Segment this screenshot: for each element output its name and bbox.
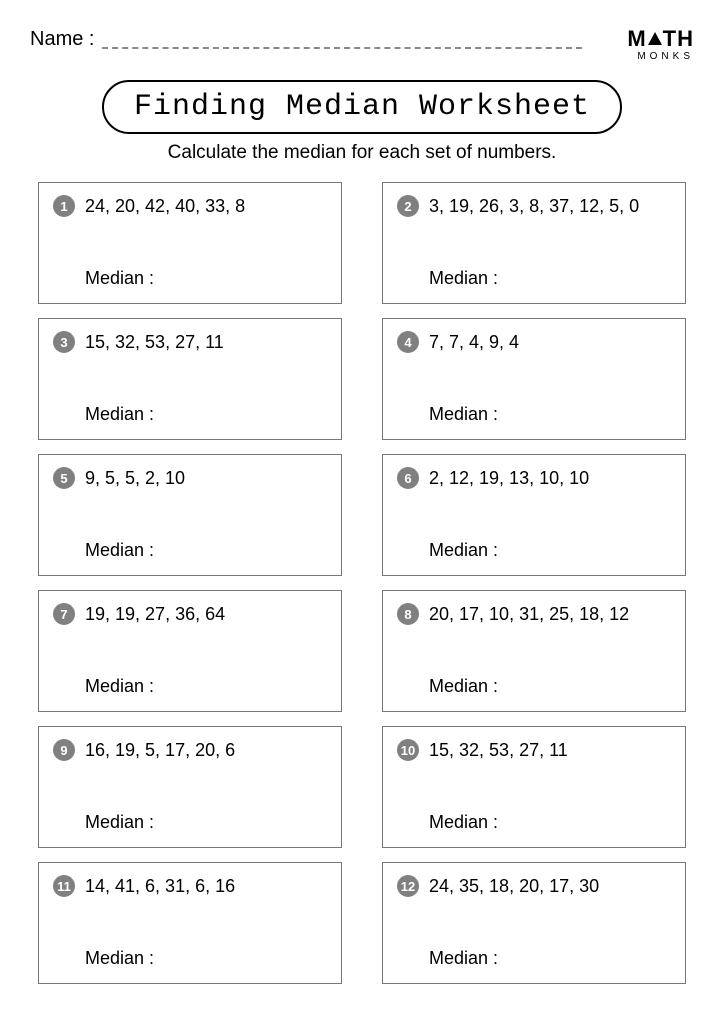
question-box: 3 15, 32, 53, 27, 11 Median : bbox=[38, 318, 342, 440]
logo-subtext: MONKS bbox=[627, 52, 694, 62]
question-row: 9 16, 19, 5, 17, 20, 6 bbox=[53, 739, 327, 761]
median-label: Median : bbox=[85, 404, 154, 425]
question-values: 15, 32, 53, 27, 11 bbox=[85, 332, 224, 353]
question-row: 7 19, 19, 27, 36, 64 bbox=[53, 603, 327, 625]
question-box: 7 19, 19, 27, 36, 64 Median : bbox=[38, 590, 342, 712]
median-label: Median : bbox=[429, 404, 498, 425]
median-label: Median : bbox=[85, 676, 154, 697]
worksheet-title: Finding Median Worksheet bbox=[102, 80, 622, 134]
question-row: 8 20, 17, 10, 31, 25, 18, 12 bbox=[397, 603, 671, 625]
median-label: Median : bbox=[429, 812, 498, 833]
median-label: Median : bbox=[85, 812, 154, 833]
question-number-badge: 10 bbox=[397, 739, 419, 761]
name-field-area: Name : bbox=[30, 28, 582, 51]
question-number-badge: 4 bbox=[397, 331, 419, 353]
question-row: 12 24, 35, 18, 20, 17, 30 bbox=[397, 875, 671, 897]
question-values: 16, 19, 5, 17, 20, 6 bbox=[85, 740, 235, 761]
question-number-badge: 12 bbox=[397, 875, 419, 897]
median-label: Median : bbox=[429, 948, 498, 969]
logo-top: M TH bbox=[627, 28, 694, 50]
question-row: 3 15, 32, 53, 27, 11 bbox=[53, 331, 327, 353]
median-label: Median : bbox=[429, 268, 498, 289]
median-label: Median : bbox=[85, 948, 154, 969]
question-row: 11 14, 41, 6, 31, 6, 16 bbox=[53, 875, 327, 897]
question-row: 6 2, 12, 19, 13, 10, 10 bbox=[397, 467, 671, 489]
question-values: 20, 17, 10, 31, 25, 18, 12 bbox=[429, 604, 629, 625]
question-number-badge: 8 bbox=[397, 603, 419, 625]
question-box: 6 2, 12, 19, 13, 10, 10 Median : bbox=[382, 454, 686, 576]
question-box: 11 14, 41, 6, 31, 6, 16 Median : bbox=[38, 862, 342, 984]
header-row: Name : M TH MONKS bbox=[30, 28, 694, 62]
logo: M TH MONKS bbox=[627, 28, 694, 62]
median-label: Median : bbox=[429, 676, 498, 697]
question-box: 8 20, 17, 10, 31, 25, 18, 12 Median : bbox=[382, 590, 686, 712]
question-number-badge: 9 bbox=[53, 739, 75, 761]
question-values: 24, 20, 42, 40, 33, 8 bbox=[85, 196, 245, 217]
question-box: 9 16, 19, 5, 17, 20, 6 Median : bbox=[38, 726, 342, 848]
question-values: 9, 5, 5, 2, 10 bbox=[85, 468, 185, 489]
question-values: 7, 7, 4, 9, 4 bbox=[429, 332, 519, 353]
title-container: Finding Median Worksheet bbox=[30, 80, 694, 134]
question-row: 10 15, 32, 53, 27, 11 bbox=[397, 739, 671, 761]
question-values: 2, 12, 19, 13, 10, 10 bbox=[429, 468, 589, 489]
questions-grid: 1 24, 20, 42, 40, 33, 8 Median : 2 3, 19, 26… bbox=[30, 182, 694, 984]
question-number-badge: 7 bbox=[53, 603, 75, 625]
logo-letter-m: M bbox=[627, 26, 646, 51]
instruction-text: Calculate the median for each set of num… bbox=[30, 142, 694, 164]
question-row: 4 7, 7, 4, 9, 4 bbox=[397, 331, 671, 353]
question-values: 24, 35, 18, 20, 17, 30 bbox=[429, 876, 599, 897]
question-box: 12 24, 35, 18, 20, 17, 30 Median : bbox=[382, 862, 686, 984]
logo-letters-th: TH bbox=[663, 26, 694, 51]
question-values: 14, 41, 6, 31, 6, 16 bbox=[85, 876, 235, 897]
median-label: Median : bbox=[429, 540, 498, 561]
question-number-badge: 11 bbox=[53, 875, 75, 897]
question-number-badge: 6 bbox=[397, 467, 419, 489]
median-label: Median : bbox=[85, 540, 154, 561]
question-number-badge: 3 bbox=[53, 331, 75, 353]
name-label: Name : bbox=[30, 28, 94, 51]
name-input-line[interactable] bbox=[102, 47, 582, 49]
question-number-badge: 2 bbox=[397, 195, 419, 217]
question-values: 3, 19, 26, 3, 8, 37, 12, 5, 0 bbox=[429, 196, 639, 217]
question-box: 1 24, 20, 42, 40, 33, 8 Median : bbox=[38, 182, 342, 304]
question-box: 10 15, 32, 53, 27, 11 Median : bbox=[382, 726, 686, 848]
question-row: 2 3, 19, 26, 3, 8, 37, 12, 5, 0 bbox=[397, 195, 671, 217]
question-row: 1 24, 20, 42, 40, 33, 8 bbox=[53, 195, 327, 217]
question-box: 5 9, 5, 5, 2, 10 Median : bbox=[38, 454, 342, 576]
question-box: 4 7, 7, 4, 9, 4 Median : bbox=[382, 318, 686, 440]
median-label: Median : bbox=[85, 268, 154, 289]
triangle-icon bbox=[648, 32, 662, 45]
question-values: 19, 19, 27, 36, 64 bbox=[85, 604, 225, 625]
question-row: 5 9, 5, 5, 2, 10 bbox=[53, 467, 327, 489]
question-box: 2 3, 19, 26, 3, 8, 37, 12, 5, 0 Median : bbox=[382, 182, 686, 304]
question-values: 15, 32, 53, 27, 11 bbox=[429, 740, 568, 761]
question-number-badge: 5 bbox=[53, 467, 75, 489]
question-number-badge: 1 bbox=[53, 195, 75, 217]
